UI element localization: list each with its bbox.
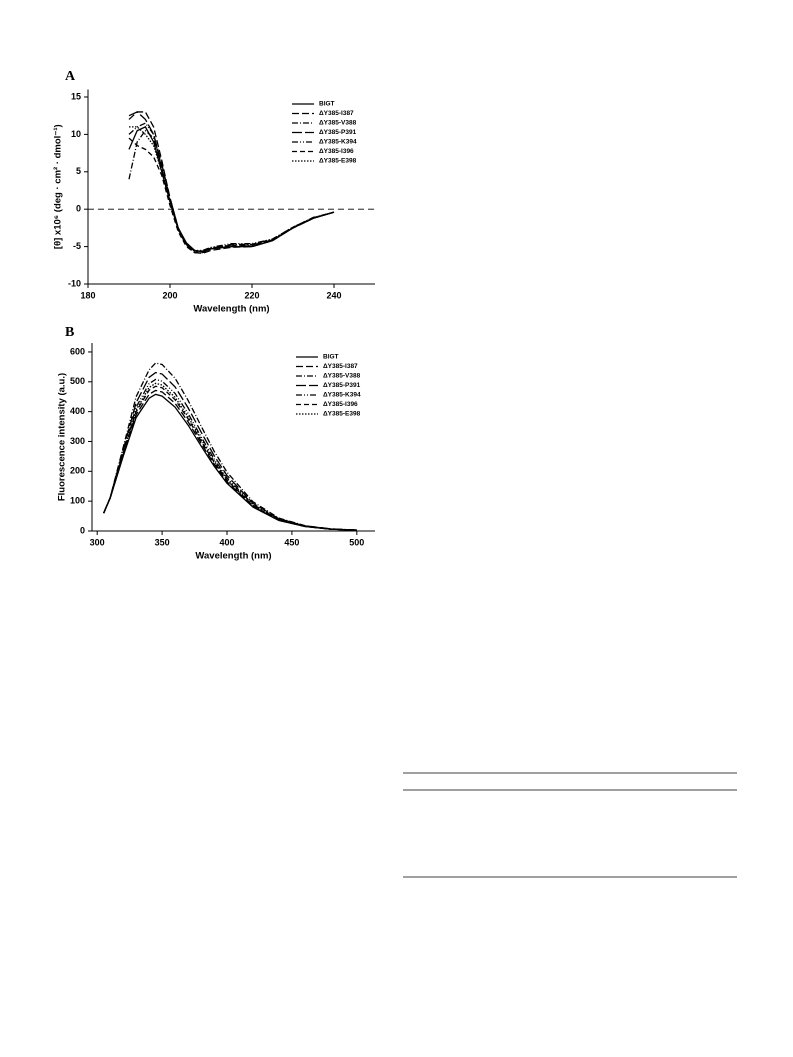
y-axis-label: [θ] x10⁶ (deg · cm² · dmol⁻¹) [53, 124, 64, 249]
legend-label: ΔY385-K394 [323, 392, 361, 399]
legend-label: ΔY385-P391 [323, 382, 361, 389]
y-tick-label: 300 [70, 436, 85, 446]
x-axis-label: Wavelength (nm) [195, 551, 271, 562]
y-tick-label: 100 [70, 496, 85, 506]
panel-label: A [65, 69, 76, 84]
y-tick-label: 10 [71, 129, 81, 139]
series-line [129, 126, 335, 253]
legend-label: ΔY385-V388 [323, 373, 361, 380]
legend-label: ΔY385-I396 [323, 401, 358, 408]
y-tick-label: -10 [68, 278, 81, 288]
series-line [103, 382, 357, 531]
y-axis-label: Fluorescence intensity (a.u.) [57, 373, 68, 501]
y-tick-label: 600 [70, 346, 85, 356]
series-line [128, 111, 335, 254]
series-line [128, 137, 335, 254]
x-tick-label: 180 [80, 290, 95, 300]
x-tick-label: 450 [284, 537, 299, 547]
legend-label: ΔY385-E398 [323, 411, 361, 418]
legend-label: ΔY385-I387 [319, 110, 354, 117]
y-tick-label: 0 [76, 204, 81, 214]
x-axis-label: Wavelength (nm) [193, 304, 269, 315]
series-line [103, 385, 357, 531]
legend-label: BlGT [323, 354, 339, 361]
series-line [128, 129, 335, 252]
y-tick-label: -5 [73, 241, 81, 251]
legend-label: ΔY385-P391 [319, 129, 357, 136]
legend-label: ΔY385-I387 [323, 363, 358, 370]
x-tick-label: 300 [90, 537, 105, 547]
x-tick-label: 400 [219, 537, 234, 547]
series-line [128, 126, 335, 253]
legend-label: ΔY385-E398 [319, 158, 357, 165]
x-tick-label: 240 [326, 290, 341, 300]
x-tick-label: 220 [244, 290, 259, 300]
series-line [128, 111, 335, 252]
x-tick-label: 350 [155, 537, 170, 547]
y-tick-label: 200 [70, 466, 85, 476]
series-line [103, 362, 357, 531]
legend-label: ΔY385-I396 [319, 148, 354, 155]
x-tick-label: 200 [162, 290, 177, 300]
x-tick-label: 500 [349, 537, 364, 547]
y-tick-label: 5 [76, 166, 81, 176]
legend-label: ΔY385-K394 [319, 139, 357, 146]
series-line [103, 389, 357, 531]
panel-label: B [65, 325, 74, 340]
y-tick-label: 500 [70, 376, 85, 386]
y-tick-label: 15 [71, 91, 81, 101]
series-line [103, 378, 357, 531]
y-tick-label: 400 [70, 406, 85, 416]
series-line [103, 393, 357, 531]
legend-label: ΔY385-V388 [319, 120, 357, 127]
y-tick-label: 0 [80, 525, 85, 535]
series-line [103, 371, 357, 531]
legend-label: BlGT [319, 101, 335, 108]
